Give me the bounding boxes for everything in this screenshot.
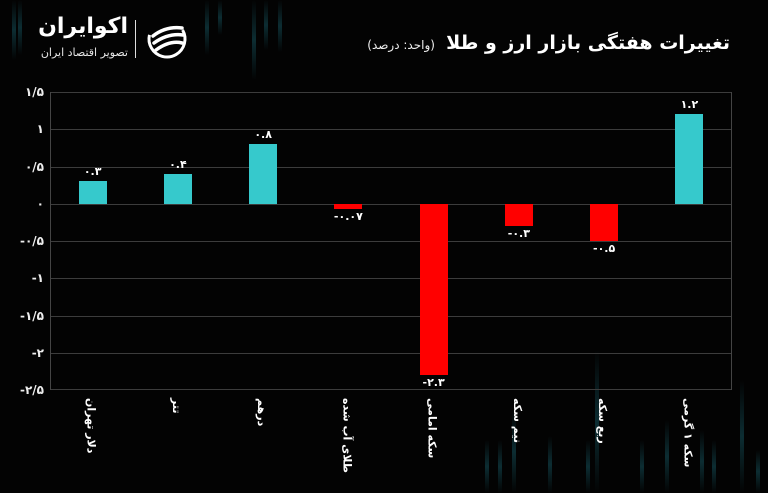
- streak: [665, 420, 669, 493]
- streak: [700, 430, 704, 493]
- bar[interactable]: [334, 203, 363, 209]
- streak: [252, 0, 256, 80]
- x-category-label: سکه ۱ گرمی: [681, 398, 695, 468]
- y-tick-label: ۰: [36, 196, 44, 211]
- streak: [512, 410, 516, 493]
- bar[interactable]: [249, 144, 278, 204]
- gridline-bottom: [51, 389, 731, 390]
- streak: [712, 440, 716, 493]
- x-category-label: درهم: [255, 398, 269, 427]
- y-tick-label: -۱: [31, 271, 44, 286]
- gridline: [51, 352, 731, 354]
- streak: [548, 436, 552, 493]
- x-category-label: دلار تهران: [84, 398, 98, 454]
- streak: [218, 0, 222, 35]
- logo-divider: [135, 20, 136, 58]
- x-category-label: طلای آب شده: [340, 398, 354, 473]
- x-category-label: سکه امامی: [425, 398, 439, 459]
- streak: [205, 0, 209, 55]
- streak: [498, 440, 502, 493]
- brand-mark-icon: [147, 19, 187, 59]
- bar[interactable]: [78, 181, 107, 204]
- streak: [640, 440, 644, 493]
- bar[interactable]: [504, 203, 533, 227]
- streak: [740, 380, 744, 493]
- bar[interactable]: [675, 114, 704, 204]
- bar-value-label: -۲.۳: [422, 376, 445, 390]
- gridline: [51, 166, 731, 168]
- gridline-zero: [51, 203, 731, 205]
- streak: [264, 0, 268, 50]
- brand-name: اکوایران: [38, 14, 128, 39]
- bar[interactable]: [419, 203, 448, 376]
- bar-value-label: -۰.۰۷: [333, 209, 363, 223]
- y-tick-label: ۱: [36, 122, 44, 137]
- x-category-label: تتر: [169, 398, 183, 414]
- chart-title: تغییرات هفتگی بازار ارز و طلا (واحد: درص…: [367, 32, 730, 54]
- chart-title-unit: (واحد: درصد): [367, 38, 435, 52]
- gridline: [51, 129, 731, 131]
- bar[interactable]: [163, 173, 192, 204]
- streak: [278, 0, 282, 52]
- bar-value-label: ۰.۸: [254, 128, 272, 142]
- streak: [595, 350, 599, 493]
- streak: [756, 450, 760, 493]
- brand-logo: اکوایران تصویر اقتصاد ایران: [20, 14, 190, 64]
- gridline: [51, 278, 731, 280]
- y-tick-label: -۱/۵: [19, 308, 44, 323]
- bar-value-label: ۰.۴: [169, 157, 187, 171]
- y-tick-label: ۱/۵: [24, 85, 44, 99]
- streak: [485, 440, 489, 493]
- bar-value-label: -۰.۳: [507, 227, 530, 241]
- bar[interactable]: [590, 203, 619, 241]
- bar-value-label: -۰.۵: [593, 242, 616, 255]
- bar-value-label: ۱.۲: [680, 98, 699, 112]
- x-category-label: نیم سکه: [510, 398, 524, 443]
- plot-area: ۰.۳ ۰.۴ ۰.۸ -۰.۰۷ -۲.۳ -۰.۳ -۰.۵ ۱.۲: [50, 92, 732, 390]
- streak: [12, 0, 16, 60]
- bar-value-label: ۰.۳: [83, 165, 102, 179]
- y-tick-label: ۰/۵: [24, 159, 44, 174]
- y-tick-label: -۰/۵: [19, 234, 44, 248]
- brand-tagline: تصویر اقتصاد ایران: [40, 46, 128, 59]
- y-tick-label: -۲: [31, 345, 44, 360]
- gridline: [51, 241, 731, 242]
- y-tick-label: -۲/۵: [19, 383, 44, 397]
- x-category-label: ربع سکه: [596, 398, 610, 444]
- streak: [18, 0, 22, 55]
- streak: [586, 440, 590, 493]
- gridline: [51, 92, 731, 93]
- gridline: [51, 315, 731, 317]
- chart-title-main: تغییرات هفتگی بازار ارز و طلا: [446, 32, 730, 54]
